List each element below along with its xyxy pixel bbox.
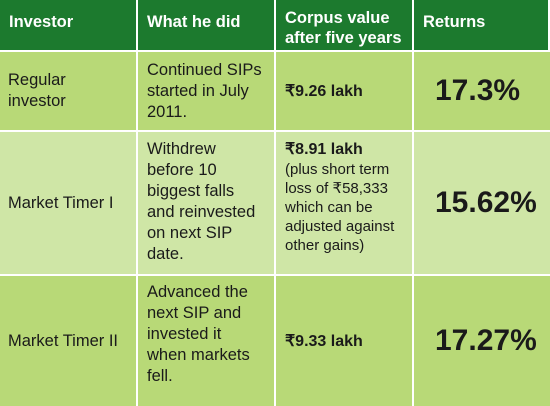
action-text: Advanced the next SIP and invested it wh… [147, 283, 250, 385]
row-2-investor: Market Timer I [0, 130, 138, 274]
action-text: Withdrew before 10 biggest falls and rei… [147, 140, 256, 263]
returns-value: 15.62% [435, 186, 537, 219]
header-returns: Returns [414, 0, 550, 50]
corpus-note: (plus short term loss of ₹58,333 which c… [285, 161, 395, 254]
investor-name: Market Timer II [8, 331, 119, 350]
row-1-investor: Regular investor [0, 50, 138, 130]
action-text: Continued SIPs started in July 2011. [147, 60, 262, 121]
row-3-corpus: ₹9.33 lakh [276, 274, 414, 406]
corpus-amount: ₹9.26 lakh [285, 82, 363, 100]
investor-name: Market Timer I [8, 193, 114, 212]
row-3-action: Advanced the next SIP and invested it wh… [138, 274, 276, 406]
header-corpus-value: Corpus value after five years [276, 0, 414, 50]
row-2-returns: 15.62% [414, 130, 550, 274]
investor-name: Regular investor [8, 71, 66, 110]
corpus-amount: ₹8.91 lakh [285, 141, 363, 158]
returns-value: 17.27% [435, 324, 537, 357]
corpus-amount: ₹9.33 lakh [285, 332, 363, 350]
row-3-returns: 17.27% [414, 274, 550, 406]
row-1-action: Continued SIPs started in July 2011. [138, 50, 276, 130]
header-what-he-did: What he did [138, 0, 276, 50]
row-1-corpus: ₹9.26 lakh [276, 50, 414, 130]
row-2-corpus: ₹8.91 lakh (plus short term loss of ₹58,… [276, 130, 414, 274]
row-2-action: Withdrew before 10 biggest falls and rei… [138, 130, 276, 274]
row-1-returns: 17.3% [414, 50, 550, 130]
header-investor: Investor [0, 0, 138, 50]
row-3-investor: Market Timer II [0, 274, 138, 406]
returns-value: 17.3% [435, 74, 521, 107]
